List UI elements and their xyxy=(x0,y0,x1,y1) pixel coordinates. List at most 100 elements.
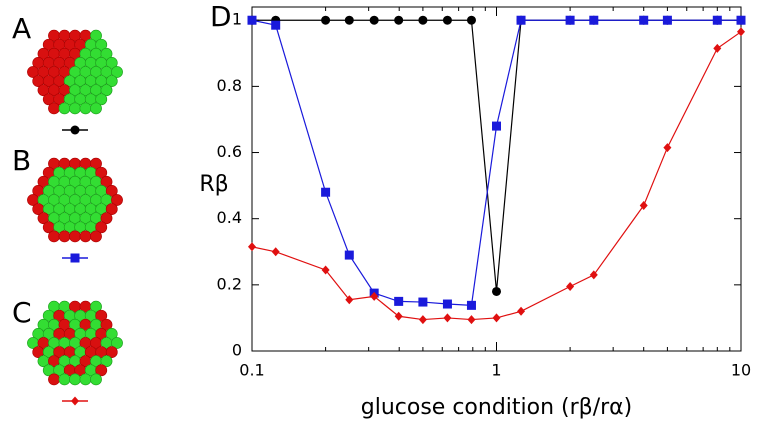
data-point xyxy=(466,300,476,310)
y-tick-label: 0.6 xyxy=(217,142,242,161)
data-point xyxy=(467,315,476,325)
cell xyxy=(90,373,102,386)
series-line xyxy=(252,19,741,292)
cell xyxy=(79,230,92,243)
legend-marker xyxy=(70,253,80,263)
cell xyxy=(90,300,102,313)
data-point xyxy=(639,15,649,25)
cell xyxy=(69,102,81,115)
legend-marker xyxy=(71,396,79,406)
panel-label: B xyxy=(12,144,31,177)
data-point xyxy=(271,20,281,30)
cell xyxy=(79,373,92,386)
cell xyxy=(95,38,108,51)
data-point xyxy=(589,270,598,280)
data-point xyxy=(713,43,722,53)
y-tick-label: 0.8 xyxy=(217,76,242,95)
data-point xyxy=(321,265,330,275)
cell xyxy=(100,355,113,368)
cell xyxy=(111,337,123,349)
data-point xyxy=(662,15,672,25)
data-point xyxy=(737,27,745,37)
cell xyxy=(95,364,108,377)
series-line xyxy=(251,19,741,306)
cell xyxy=(58,102,71,115)
cell xyxy=(90,157,102,170)
cell xyxy=(105,203,118,215)
cell xyxy=(111,194,123,206)
cell xyxy=(48,102,60,115)
panel-label: C xyxy=(12,296,32,329)
data-point xyxy=(418,315,427,325)
data-point xyxy=(639,200,648,210)
cell xyxy=(58,373,71,386)
data-point xyxy=(418,15,428,25)
data-point xyxy=(566,282,575,291)
cell xyxy=(100,212,113,225)
y-tick-label: 0 xyxy=(232,341,242,360)
cell xyxy=(79,102,92,115)
cell xyxy=(100,318,113,331)
cell xyxy=(90,29,102,42)
data-point xyxy=(517,306,526,316)
data-point xyxy=(492,121,501,131)
data-point xyxy=(369,15,379,25)
data-point xyxy=(394,296,404,306)
y-tick-label: 0.2 xyxy=(217,274,242,293)
cell xyxy=(100,47,113,60)
cell xyxy=(48,230,60,243)
data-point xyxy=(736,15,746,25)
cell xyxy=(69,373,81,386)
cell xyxy=(58,230,71,243)
x-tick-label: 0.1 xyxy=(239,361,264,380)
cluster xyxy=(27,29,123,115)
data-point xyxy=(466,15,476,25)
data-point xyxy=(712,15,722,25)
y-axis-label: Rβ xyxy=(199,172,228,197)
panel-label: A xyxy=(12,12,31,45)
data-point xyxy=(565,15,575,25)
data-point xyxy=(492,286,501,296)
panel-label: D xyxy=(210,0,232,33)
cell xyxy=(100,175,113,188)
plot-frame xyxy=(251,6,742,352)
cluster xyxy=(27,157,123,243)
cell xyxy=(105,328,118,340)
data-point xyxy=(271,247,280,257)
data-point xyxy=(443,313,452,323)
data-point xyxy=(492,313,501,323)
x-tick-label: 10 xyxy=(731,361,751,380)
data-point xyxy=(321,187,331,197)
data-point xyxy=(418,297,428,307)
data-point xyxy=(516,15,526,25)
x-axis-label: glucose condition (rβ/rα) xyxy=(361,395,633,420)
y-tick-label: 0.4 xyxy=(217,208,242,227)
cell xyxy=(69,230,81,243)
cell xyxy=(105,75,118,87)
cell xyxy=(100,84,113,97)
cell xyxy=(105,57,118,69)
cell xyxy=(105,185,118,197)
cell xyxy=(95,309,108,322)
data-point xyxy=(345,295,354,305)
data-point xyxy=(321,15,331,25)
x-tick-label: 1 xyxy=(491,361,501,380)
y-tick-label: 1 xyxy=(232,10,242,29)
cell xyxy=(111,66,123,78)
data-point xyxy=(394,311,403,321)
data-point xyxy=(247,15,257,25)
legend-marker xyxy=(70,125,80,135)
data-point xyxy=(442,15,452,25)
cell xyxy=(90,230,102,243)
data-point xyxy=(394,15,404,25)
cell xyxy=(48,373,60,386)
cell xyxy=(95,166,108,179)
data-point xyxy=(248,242,256,252)
cell xyxy=(95,221,108,234)
data-point xyxy=(442,299,452,309)
data-point xyxy=(663,143,672,153)
cell xyxy=(95,93,108,106)
data-point xyxy=(344,15,354,25)
data-point xyxy=(370,291,379,301)
